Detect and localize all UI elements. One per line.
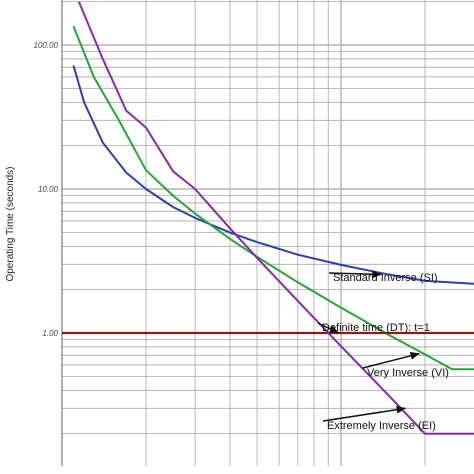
annotation: Extremely Inverse (EI)	[322, 405, 436, 432]
annotation-arrow-line	[322, 407, 406, 422]
annotation: Definite time (DT): t=1	[317, 322, 430, 334]
annotation-label: Very Inverse (VI)	[367, 367, 449, 379]
y-tick-label: 1.00	[42, 329, 58, 338]
grid	[61, 0, 474, 466]
y-tick-label: 100.00	[34, 41, 59, 50]
annotation-arrowhead	[372, 270, 382, 279]
annotation-arrowhead	[409, 351, 420, 360]
annotations: Standard Inverse (SI) Definite time (DT):…	[317, 270, 449, 432]
series-line-0	[72, 65, 474, 285]
annotation: Standard Inverse (SI)	[328, 270, 438, 284]
annotation-label: Standard Inverse (SI)	[333, 272, 438, 284]
annotation: Very Inverse (VI)	[362, 351, 449, 379]
annotation-arrow-line	[362, 352, 420, 369]
annotation-label: Extremely Inverse (EI)	[327, 420, 436, 432]
series-line-1	[72, 25, 474, 371]
annotation-label: Definite time (DT): t=1	[322, 322, 430, 334]
y-axis-label: Operating Time (seconds)	[5, 166, 16, 281]
y-tick-label: 10.00	[38, 185, 59, 194]
series-line-3	[77, 1, 474, 435]
annotation-arrowhead	[396, 405, 406, 414]
annotation-arrowhead	[328, 325, 339, 333]
